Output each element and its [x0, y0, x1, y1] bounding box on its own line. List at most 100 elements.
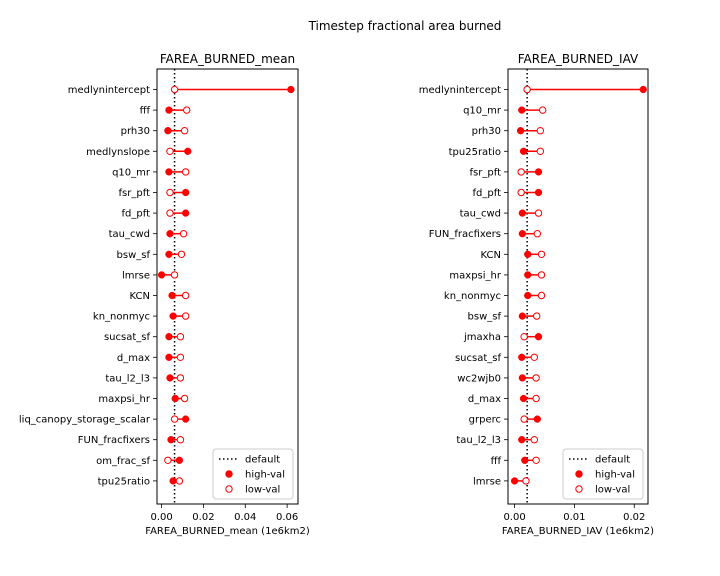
high-val-point	[518, 436, 526, 444]
y-tick-label: prh30	[121, 126, 150, 137]
high-val-point	[165, 106, 173, 114]
high-val-point	[524, 250, 532, 258]
low-val-point	[534, 209, 543, 217]
y-tick-label: maxpsi_hr	[98, 394, 150, 405]
y-tick-label: medlynintercept	[419, 85, 501, 96]
y-tick-label: om_frac_sf	[96, 456, 150, 467]
high-val-point	[519, 147, 528, 155]
y-tick-label: KCN	[481, 250, 501, 261]
y-tick-label: q10_mr	[463, 106, 502, 117]
y-tick-label: tau_l2_l3	[456, 435, 501, 446]
low-val-point	[175, 477, 184, 485]
low-val-point	[181, 291, 190, 300]
y-tick-label: fsr_pft	[470, 167, 502, 178]
panel-title: FAREA_BURNED_IAV	[518, 52, 639, 66]
y-tick-label: tpu25ratio	[449, 147, 501, 158]
y-tick-label: grperc	[469, 415, 501, 426]
low-val-point	[176, 436, 185, 444]
low-val-point	[532, 394, 540, 403]
low-val-point	[520, 415, 528, 423]
high-val-point	[168, 291, 176, 300]
y-tick-label: KCN	[130, 291, 150, 302]
high-val-point	[169, 312, 177, 320]
x-tick-label: 0.06	[276, 512, 298, 523]
x-tick-label: 0.00	[503, 512, 525, 523]
high-val-point	[175, 456, 184, 464]
low-val-point	[170, 271, 179, 279]
high-val-point	[157, 271, 166, 279]
legend-high-swatch	[575, 470, 583, 478]
high-val-point	[533, 415, 541, 423]
y-tick-label: tpu25ratio	[98, 476, 150, 487]
x-tick-label: 0.01	[563, 512, 585, 523]
axes-frame	[507, 68, 649, 505]
y-tick-label: kn_nonmyc	[444, 291, 501, 302]
y-tick-label: jmaxha	[463, 332, 501, 343]
low-val-point	[533, 230, 542, 238]
low-val-point	[170, 415, 179, 423]
legend-label-default: default	[245, 455, 280, 466]
low-val-point	[517, 168, 525, 176]
low-val-point	[536, 127, 545, 135]
y-tick-label: FUN_fracfixers	[429, 229, 501, 240]
legend-label-default: default	[595, 455, 630, 466]
high-val-point	[518, 230, 527, 238]
low-val-point	[170, 85, 179, 94]
low-val-point	[180, 127, 189, 135]
y-tick-label: tau_cwd	[109, 229, 150, 240]
low-val-point	[176, 333, 185, 341]
y-tick-label: sucsat_sf	[455, 353, 502, 364]
y-tick-label: maxpsi_hr	[449, 270, 501, 281]
low-val-point	[530, 436, 539, 444]
high-val-point	[518, 374, 527, 382]
legend-box	[562, 448, 644, 500]
y-tick-label: bsw_sf	[117, 250, 151, 261]
low-val-point	[530, 353, 539, 361]
high-val-point	[182, 209, 190, 217]
x-tick-label: 0.04	[234, 512, 256, 523]
low-val-point	[522, 477, 530, 485]
high-val-point	[169, 477, 177, 485]
high-val-point	[166, 374, 174, 382]
y-tick-label: lmrse	[122, 270, 150, 281]
y-tick-label: bsw_sf	[468, 312, 502, 323]
low-val-point	[181, 312, 190, 320]
y-tick-label: kn_nonmyc	[93, 312, 150, 323]
figure-suptitle: Timestep fractional area burned	[308, 19, 502, 33]
low-val-point	[179, 230, 188, 238]
high-val-point	[287, 85, 295, 94]
low-val-point	[536, 147, 545, 156]
y-tick-label: d_max	[117, 353, 150, 364]
high-val-point	[171, 394, 179, 403]
high-val-point	[165, 168, 173, 176]
low-val-point	[164, 456, 172, 464]
y-tick-label: fd_pft	[122, 209, 151, 220]
legend-low-swatch	[225, 485, 233, 493]
low-val-point	[532, 456, 540, 464]
high-val-point	[510, 477, 519, 485]
legend-low-swatch	[575, 485, 583, 493]
high-val-point	[164, 127, 172, 135]
low-val-point	[520, 333, 528, 341]
high-val-point	[534, 333, 543, 341]
high-val-point	[521, 456, 529, 464]
high-val-point	[534, 188, 543, 197]
panel-farea-burned-mean: FAREA_BURNED_mean FAREA_BURNED_mean (1e6k…	[19, 52, 310, 537]
low-val-point	[176, 374, 185, 382]
y-tick-label: medlynintercept	[68, 85, 150, 96]
low-val-point	[183, 106, 191, 114]
y-tick-label: wc2wjb0	[457, 373, 501, 384]
low-val-point	[537, 250, 546, 259]
panel-farea-burned-iav: FAREA_BURNED_IAV FAREA_BURNED_IAV (1e6km2…	[419, 52, 654, 537]
y-tick-label: tau_cwd	[460, 209, 501, 220]
y-tick-label: prh30	[472, 126, 501, 137]
high-val-point	[534, 168, 543, 176]
y-tick-label: liq_canopy_storage_scalar	[19, 415, 151, 426]
high-val-point	[182, 415, 190, 423]
low-val-point	[166, 147, 174, 156]
high-val-point	[519, 394, 528, 403]
panel-title: FAREA_BURNED_mean	[160, 52, 295, 66]
high-val-point	[524, 291, 532, 300]
x-tick-label: 0.02	[623, 512, 645, 523]
